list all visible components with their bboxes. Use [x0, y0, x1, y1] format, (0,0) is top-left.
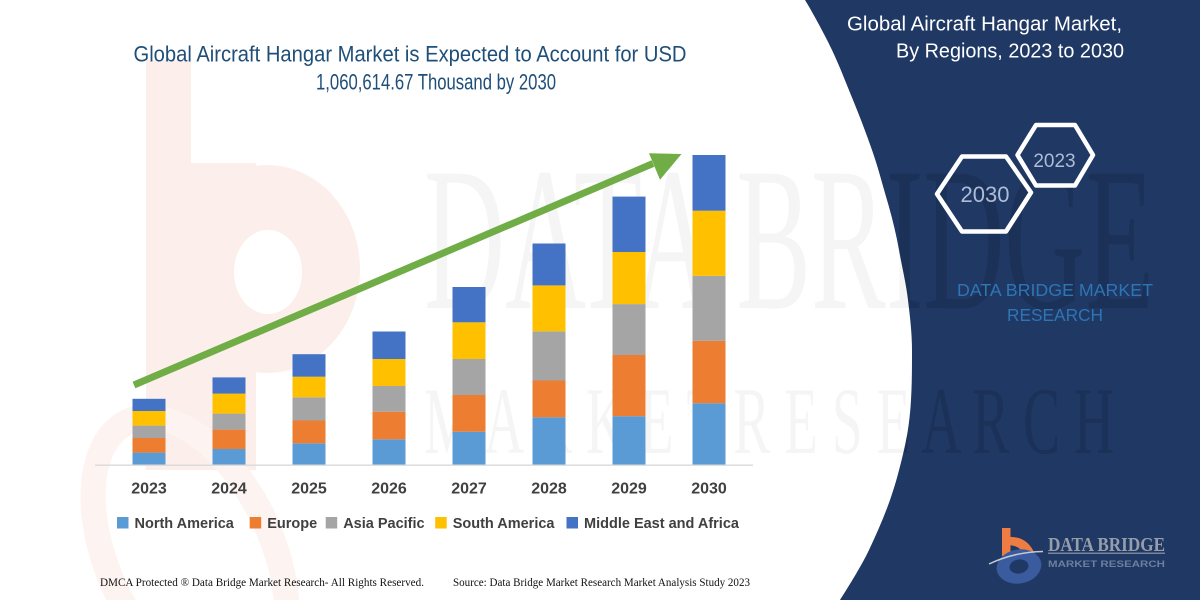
svg-text:1,060,614.67 Thousand by 2030: 1,060,614.67 Thousand by 2030 [316, 70, 556, 95]
svg-text:DATA BRIDGE: DATA BRIDGE [1048, 535, 1165, 556]
svg-text:2024: 2024 [211, 481, 247, 498]
svg-text:2023: 2023 [131, 481, 167, 498]
svg-text:2030: 2030 [691, 481, 727, 498]
svg-text:DMCA Protected ® Data Bridge M: DMCA Protected ® Data Bridge Market Rese… [100, 577, 424, 589]
svg-text:Source: Data Bridge Market Res: Source: Data Bridge Market Research Mark… [453, 577, 750, 589]
svg-text:By Regions, 2023 to 2030: By Regions, 2023 to 2030 [896, 41, 1124, 63]
svg-text:2023: 2023 [1033, 151, 1075, 172]
svg-text:Europe: Europe [267, 516, 317, 532]
svg-text:2029: 2029 [611, 481, 647, 498]
svg-text:Middle East and Africa: Middle East and Africa [584, 516, 740, 532]
svg-text:2027: 2027 [451, 481, 487, 498]
svg-text:MARKET RESEARCH: MARKET RESEARCH [1048, 559, 1165, 569]
svg-text:2030: 2030 [961, 182, 1010, 207]
svg-text:2028: 2028 [531, 481, 567, 498]
svg-text:North America: North America [135, 516, 235, 532]
svg-text:Global Aircraft Hangar Market,: Global Aircraft Hangar Market, [847, 14, 1122, 36]
svg-text:2026: 2026 [371, 481, 407, 498]
svg-text:DATA BRIDGE MARKET: DATA BRIDGE MARKET [957, 280, 1153, 300]
svg-text:Global Aircraft Hangar Market: Global Aircraft Hangar Market is Expecte… [134, 42, 687, 67]
svg-text:RESEARCH: RESEARCH [1007, 305, 1103, 325]
svg-text:2025: 2025 [291, 481, 327, 498]
svg-text:Asia Pacific: Asia Pacific [343, 516, 424, 532]
svg-text:South America: South America [453, 516, 556, 532]
